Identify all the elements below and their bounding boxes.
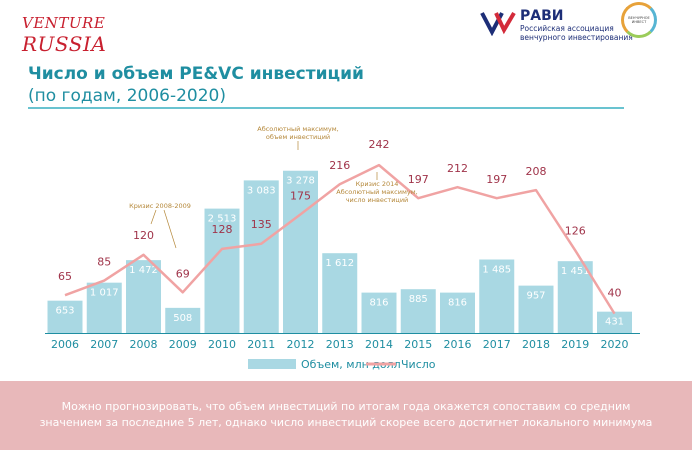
ravi-mark-icon: [480, 11, 516, 36]
x-tick-label: 2007: [90, 338, 118, 351]
count-value-label: 126: [565, 224, 586, 237]
bar: [557, 261, 593, 333]
bar: [518, 285, 554, 333]
footer-note: Можно прогнозировать, что объем инвестиц…: [0, 381, 692, 450]
bar: [400, 289, 436, 333]
count-value-label: 197: [486, 173, 507, 186]
bar-value-label: 3 083: [247, 185, 276, 196]
count-line: [64, 163, 616, 315]
investment-chart: 653 1 017 1 472 508 2 513 3 083 3 278 1 612 816 8…: [45, 125, 640, 371]
bar: [440, 292, 475, 333]
x-tick-label: 2012: [287, 338, 315, 351]
bar: [322, 253, 358, 333]
annotation-crisis-2008: Кризис 2008-2009: [129, 202, 191, 210]
x-tick-label: 2013: [326, 338, 354, 351]
bar: [204, 208, 240, 333]
count-value-label: 208: [526, 165, 547, 178]
ravi-sub-line2: венчурного инвестирования: [520, 33, 633, 42]
annotation-crisis-2014: Кризис 2014 Абсолютный максимум, число инв…: [336, 180, 417, 204]
x-tick-label: 2009: [169, 338, 197, 351]
count-value-label: 197: [408, 173, 429, 186]
ravi-sub-line1: Российская ассоциация: [520, 24, 614, 33]
count-value-label: 85: [97, 256, 111, 269]
logo-left-line1: VENTURE: [22, 14, 106, 32]
bar: [597, 311, 632, 333]
x-tick-label: 2006: [51, 338, 79, 351]
bar-value-label: 1 472: [129, 265, 158, 276]
bar-value-label: 431: [605, 317, 624, 328]
count-value-label: 120: [133, 229, 154, 242]
bar-value-label: 508: [173, 313, 192, 324]
annotation-connector: [163, 209, 177, 249]
annotation-connector: [150, 209, 157, 225]
bar: [86, 282, 122, 333]
legend-line-label: Число: [401, 358, 436, 371]
count-value-label: 216: [329, 159, 350, 172]
bar-value-label: 1 612: [325, 258, 354, 269]
bar: [479, 259, 515, 333]
x-tick-label: 2016: [444, 338, 472, 351]
count-value-label: 212: [447, 162, 468, 175]
bar-value-label: 1 451: [561, 266, 590, 277]
annotation-max-volume: Абсолютный максимум, объем инвестиций: [257, 125, 338, 141]
bar-value-label: 816: [369, 298, 388, 309]
count-value-label: 69: [176, 267, 190, 280]
x-tick-label: 2010: [208, 338, 236, 351]
logo-left-line2: RUSSIA: [22, 32, 107, 56]
bar-value-label: 2 513: [208, 214, 237, 225]
x-tick-label: 2019: [561, 338, 589, 351]
bar: [126, 260, 161, 333]
x-tick-label: 2018: [522, 338, 550, 351]
bar-value-label: 816: [448, 298, 467, 309]
x-tick-label: 2015: [404, 338, 432, 351]
title-divider: [28, 107, 624, 109]
page-subtitle: (по годам, 2006-2020): [28, 86, 226, 106]
x-tick-label: 2014: [365, 338, 393, 351]
ravi-subtitle: Российская ассоциация венчурного инвести…: [520, 24, 633, 42]
legend-bar-label: Объем, млн долл: [301, 358, 401, 371]
bar-value-label: 957: [526, 291, 545, 302]
count-value-label: 242: [369, 138, 390, 151]
bar: [361, 292, 397, 333]
count-value-label: 65: [58, 270, 72, 283]
venture-russia-logo: VENTURE RUSSIA: [22, 14, 106, 56]
count-value-label: 135: [251, 218, 272, 231]
bar: [47, 300, 83, 333]
ravi-logo: РАВИ Российская ассоциация венчурного ин…: [480, 8, 633, 42]
ravi-name: РАВИ: [520, 8, 564, 24]
count-value-label: 128: [212, 223, 233, 236]
x-tick-label: 2017: [483, 338, 511, 351]
venture-circle-logo: ВЕНЧУРНОЕ ИНВЕСТ: [621, 2, 657, 38]
bar: [243, 180, 279, 333]
footer-text: Можно прогнозировать, что объем инвестиц…: [39, 400, 653, 429]
circle-logo-text: ВЕНЧУРНОЕ ИНВЕСТ: [628, 16, 650, 24]
bar: [283, 170, 318, 333]
bar-value-label: 3 278: [286, 176, 315, 187]
page-title: Число и объем PE&VC инвестиций: [28, 64, 364, 84]
count-value-label: 40: [608, 287, 622, 300]
bar: [165, 307, 201, 333]
legend-bar-swatch: [248, 359, 296, 369]
bar-value-label: 885: [409, 294, 428, 305]
bar-value-label: 1 017: [90, 288, 119, 299]
x-tick-label: 2020: [601, 338, 629, 351]
x-tick-label: 2011: [247, 338, 275, 351]
x-tick-label: 2008: [130, 338, 158, 351]
bar-value-label: 653: [55, 306, 74, 317]
count-value-label: 175: [290, 189, 311, 202]
bar-value-label: 1 485: [482, 264, 511, 275]
